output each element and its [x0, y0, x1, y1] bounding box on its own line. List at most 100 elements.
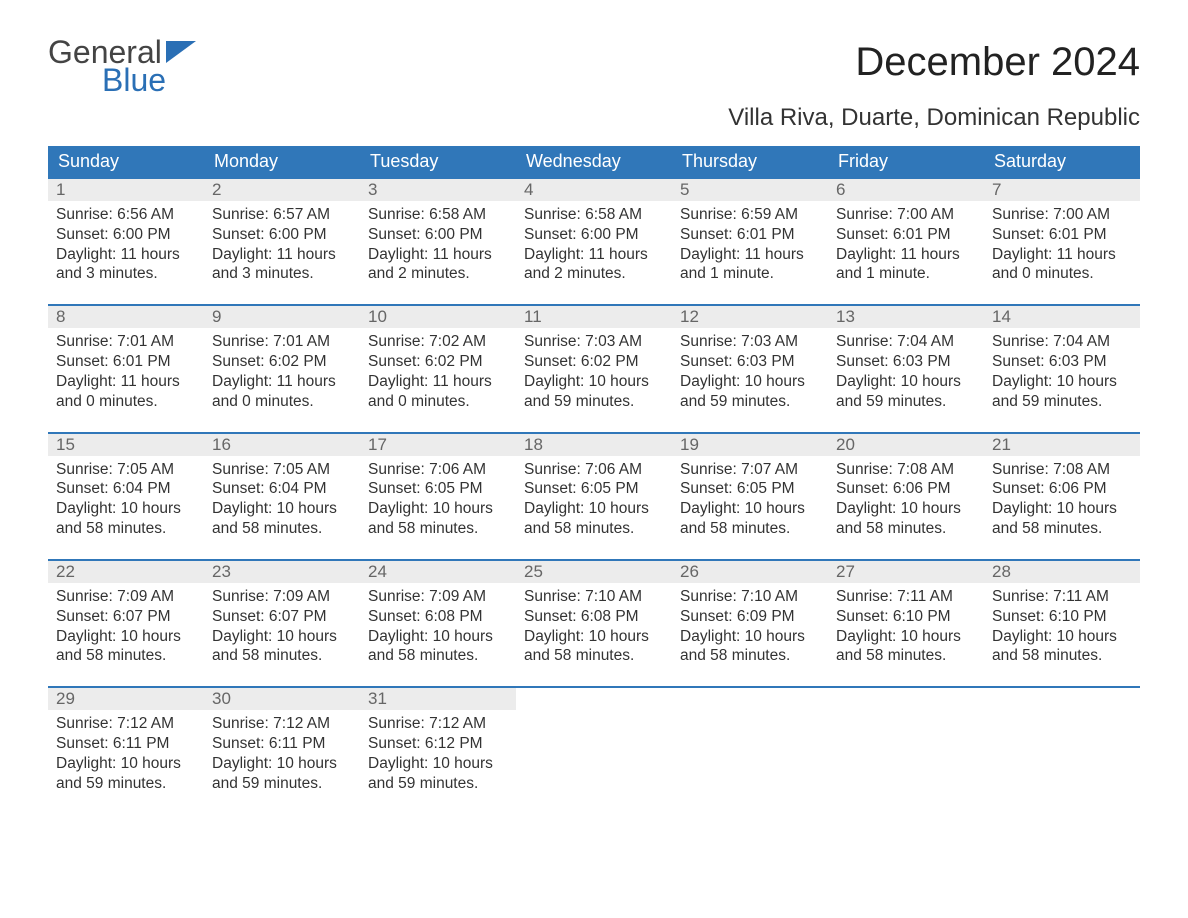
daylight-text-2: and 58 minutes.	[212, 519, 352, 539]
day-number: 27	[828, 561, 984, 583]
sunset-text: Sunset: 6:01 PM	[56, 352, 196, 372]
calendar-cell: 24Sunrise: 7:09 AMSunset: 6:08 PMDayligh…	[360, 561, 516, 674]
day-number: 18	[516, 434, 672, 456]
calendar-cell	[828, 688, 984, 801]
daylight-text: Daylight: 10 hours	[836, 499, 976, 519]
calendar-week: 1Sunrise: 6:56 AMSunset: 6:00 PMDaylight…	[48, 177, 1140, 292]
day-data: Sunrise: 7:08 AMSunset: 6:06 PMDaylight:…	[828, 456, 984, 547]
calendar-cell: 20Sunrise: 7:08 AMSunset: 6:06 PMDayligh…	[828, 434, 984, 547]
daylight-text-2: and 58 minutes.	[836, 519, 976, 539]
daylight-text-2: and 0 minutes.	[992, 264, 1132, 284]
day-data: Sunrise: 7:09 AMSunset: 6:08 PMDaylight:…	[360, 583, 516, 674]
daylight-text: Daylight: 10 hours	[680, 499, 820, 519]
calendar-cell: 29Sunrise: 7:12 AMSunset: 6:11 PMDayligh…	[48, 688, 204, 801]
sunrise-text: Sunrise: 7:11 AM	[836, 587, 976, 607]
day-data: Sunrise: 7:09 AMSunset: 6:07 PMDaylight:…	[48, 583, 204, 674]
calendar-cell: 21Sunrise: 7:08 AMSunset: 6:06 PMDayligh…	[984, 434, 1140, 547]
calendar-cell: 5Sunrise: 6:59 AMSunset: 6:01 PMDaylight…	[672, 179, 828, 292]
calendar-cell: 6Sunrise: 7:00 AMSunset: 6:01 PMDaylight…	[828, 179, 984, 292]
sunset-text: Sunset: 6:00 PM	[368, 225, 508, 245]
sunrise-text: Sunrise: 7:10 AM	[524, 587, 664, 607]
sunset-text: Sunset: 6:04 PM	[212, 479, 352, 499]
day-header: Friday	[828, 146, 984, 177]
daylight-text: Daylight: 11 hours	[212, 245, 352, 265]
sunset-text: Sunset: 6:01 PM	[836, 225, 976, 245]
day-data: Sunrise: 7:10 AMSunset: 6:09 PMDaylight:…	[672, 583, 828, 674]
sunset-text: Sunset: 6:01 PM	[992, 225, 1132, 245]
day-data: Sunrise: 6:58 AMSunset: 6:00 PMDaylight:…	[360, 201, 516, 292]
sunrise-text: Sunrise: 7:05 AM	[56, 460, 196, 480]
daylight-text: Daylight: 11 hours	[368, 372, 508, 392]
day-data: Sunrise: 7:03 AMSunset: 6:03 PMDaylight:…	[672, 328, 828, 419]
calendar-cell: 28Sunrise: 7:11 AMSunset: 6:10 PMDayligh…	[984, 561, 1140, 674]
day-data: Sunrise: 6:59 AMSunset: 6:01 PMDaylight:…	[672, 201, 828, 292]
daylight-text-2: and 58 minutes.	[368, 646, 508, 666]
daylight-text-2: and 1 minute.	[836, 264, 976, 284]
sunrise-text: Sunrise: 7:06 AM	[368, 460, 508, 480]
sunset-text: Sunset: 6:11 PM	[212, 734, 352, 754]
day-data: Sunrise: 7:10 AMSunset: 6:08 PMDaylight:…	[516, 583, 672, 674]
calendar-cell: 16Sunrise: 7:05 AMSunset: 6:04 PMDayligh…	[204, 434, 360, 547]
sunrise-text: Sunrise: 7:12 AM	[368, 714, 508, 734]
calendar-cell: 8Sunrise: 7:01 AMSunset: 6:01 PMDaylight…	[48, 306, 204, 419]
day-number: 9	[204, 306, 360, 328]
daylight-text: Daylight: 10 hours	[56, 627, 196, 647]
daylight-text: Daylight: 10 hours	[524, 627, 664, 647]
day-data: Sunrise: 6:58 AMSunset: 6:00 PMDaylight:…	[516, 201, 672, 292]
calendar-cell: 12Sunrise: 7:03 AMSunset: 6:03 PMDayligh…	[672, 306, 828, 419]
day-data: Sunrise: 7:09 AMSunset: 6:07 PMDaylight:…	[204, 583, 360, 674]
calendar-cell: 2Sunrise: 6:57 AMSunset: 6:00 PMDaylight…	[204, 179, 360, 292]
daylight-text-2: and 0 minutes.	[212, 392, 352, 412]
calendar-cell: 23Sunrise: 7:09 AMSunset: 6:07 PMDayligh…	[204, 561, 360, 674]
daylight-text-2: and 1 minute.	[680, 264, 820, 284]
day-data: Sunrise: 7:02 AMSunset: 6:02 PMDaylight:…	[360, 328, 516, 419]
day-number: 28	[984, 561, 1140, 583]
sunset-text: Sunset: 6:02 PM	[212, 352, 352, 372]
sunrise-text: Sunrise: 7:00 AM	[992, 205, 1132, 225]
sunset-text: Sunset: 6:08 PM	[524, 607, 664, 627]
sunrise-text: Sunrise: 7:06 AM	[524, 460, 664, 480]
day-data: Sunrise: 7:06 AMSunset: 6:05 PMDaylight:…	[516, 456, 672, 547]
sunset-text: Sunset: 6:07 PM	[212, 607, 352, 627]
daylight-text-2: and 58 minutes.	[524, 646, 664, 666]
sunrise-text: Sunrise: 7:09 AM	[56, 587, 196, 607]
calendar-cell: 31Sunrise: 7:12 AMSunset: 6:12 PMDayligh…	[360, 688, 516, 801]
daylight-text-2: and 58 minutes.	[524, 519, 664, 539]
calendar-cell: 1Sunrise: 6:56 AMSunset: 6:00 PMDaylight…	[48, 179, 204, 292]
sunrise-text: Sunrise: 6:57 AM	[212, 205, 352, 225]
sunset-text: Sunset: 6:10 PM	[992, 607, 1132, 627]
daylight-text-2: and 58 minutes.	[680, 646, 820, 666]
daylight-text: Daylight: 10 hours	[836, 627, 976, 647]
day-number	[516, 688, 672, 690]
calendar-cell: 18Sunrise: 7:06 AMSunset: 6:05 PMDayligh…	[516, 434, 672, 547]
sunset-text: Sunset: 6:12 PM	[368, 734, 508, 754]
daylight-text: Daylight: 10 hours	[212, 627, 352, 647]
daylight-text-2: and 58 minutes.	[992, 519, 1132, 539]
calendar-cell	[516, 688, 672, 801]
sunrise-text: Sunrise: 7:10 AM	[680, 587, 820, 607]
day-data: Sunrise: 7:12 AMSunset: 6:12 PMDaylight:…	[360, 710, 516, 801]
day-number: 25	[516, 561, 672, 583]
daylight-text: Daylight: 11 hours	[680, 245, 820, 265]
logo: General Blue	[48, 36, 196, 96]
sunset-text: Sunset: 6:05 PM	[368, 479, 508, 499]
daylight-text: Daylight: 10 hours	[368, 499, 508, 519]
daylight-text: Daylight: 10 hours	[212, 499, 352, 519]
day-number: 17	[360, 434, 516, 456]
sunrise-text: Sunrise: 7:12 AM	[212, 714, 352, 734]
day-number: 20	[828, 434, 984, 456]
sunrise-text: Sunrise: 7:09 AM	[368, 587, 508, 607]
daylight-text-2: and 59 minutes.	[524, 392, 664, 412]
day-number: 1	[48, 179, 204, 201]
day-number: 10	[360, 306, 516, 328]
sunrise-text: Sunrise: 7:00 AM	[836, 205, 976, 225]
sunset-text: Sunset: 6:06 PM	[992, 479, 1132, 499]
calendar-cell: 27Sunrise: 7:11 AMSunset: 6:10 PMDayligh…	[828, 561, 984, 674]
calendar-cell: 22Sunrise: 7:09 AMSunset: 6:07 PMDayligh…	[48, 561, 204, 674]
daylight-text-2: and 58 minutes.	[56, 519, 196, 539]
sunset-text: Sunset: 6:04 PM	[56, 479, 196, 499]
sunrise-text: Sunrise: 7:07 AM	[680, 460, 820, 480]
daylight-text: Daylight: 11 hours	[56, 245, 196, 265]
daylight-text: Daylight: 11 hours	[524, 245, 664, 265]
daylight-text-2: and 3 minutes.	[212, 264, 352, 284]
